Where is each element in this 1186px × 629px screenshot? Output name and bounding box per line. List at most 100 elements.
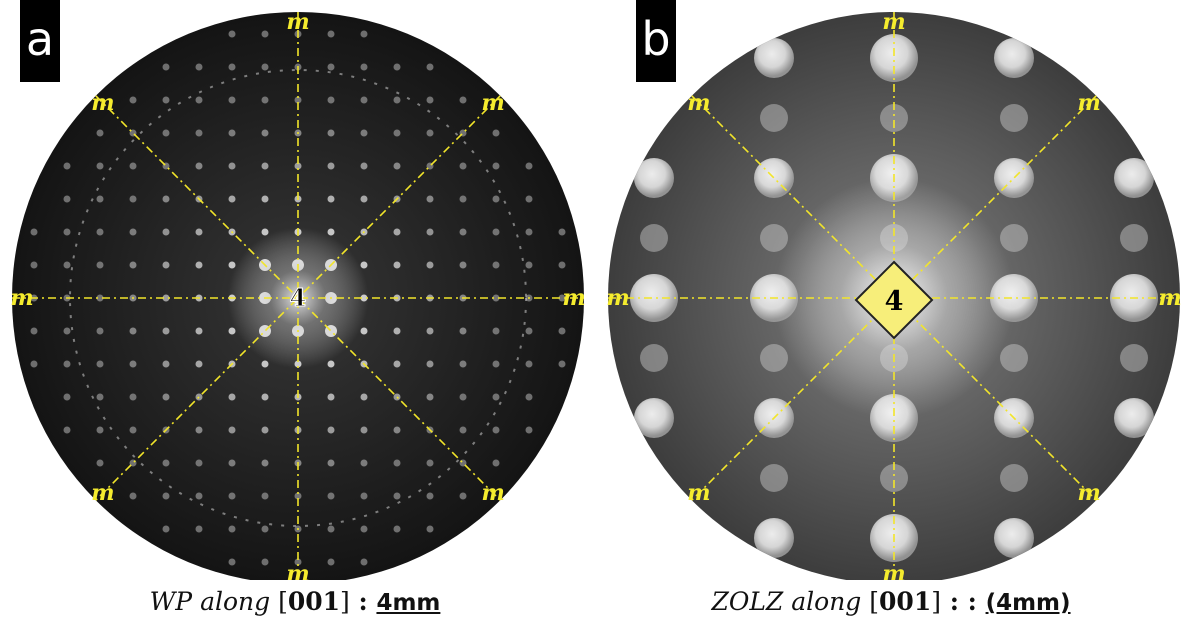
diffraction-disc — [994, 38, 1034, 78]
panel-b: m m m m m m m m 4 b ZOLZ along [001] : : (4mm) — [596, 0, 1186, 629]
diffraction-spot — [228, 30, 236, 38]
diffraction-spot — [558, 327, 566, 335]
diffraction-disc-faint — [760, 464, 788, 492]
diffraction-spot — [228, 261, 236, 269]
mirror-label: m — [1078, 480, 1101, 506]
diffraction-spot — [327, 195, 335, 203]
mirror-label: m — [1158, 285, 1181, 311]
diffraction-spot — [327, 30, 335, 38]
diffraction-spot — [96, 162, 104, 170]
caption-b-zone-axis: 001 — [879, 587, 932, 616]
diffraction-spot — [393, 525, 401, 533]
diffraction-disc — [754, 38, 794, 78]
diffraction-disc-faint — [1000, 104, 1028, 132]
diffraction-spot — [228, 162, 236, 170]
diffraction-spot — [360, 393, 368, 401]
diffraction-spot — [393, 63, 401, 71]
diffraction-spot — [327, 228, 335, 236]
diffraction-spot — [261, 459, 269, 467]
diffraction-spot — [492, 393, 500, 401]
diffraction-spot — [459, 492, 467, 500]
diffraction-spot — [426, 525, 434, 533]
diffraction-spot — [129, 195, 137, 203]
diffraction-disc — [870, 34, 918, 82]
diffraction-disc — [634, 398, 674, 438]
diffraction-spot — [492, 129, 500, 137]
diffraction-spot — [360, 426, 368, 434]
diffraction-spot — [360, 558, 368, 566]
diffraction-spot — [195, 492, 203, 500]
diffraction-spot — [327, 96, 335, 104]
caption-b-bracket-open: [ — [869, 587, 880, 616]
diffraction-spot — [525, 195, 533, 203]
diffraction-spot — [129, 492, 137, 500]
diffraction-spot — [261, 360, 269, 368]
diffraction-spot — [162, 393, 170, 401]
mirror-label: m — [286, 561, 309, 580]
diffraction-spot — [195, 261, 203, 269]
diffraction-spot — [162, 96, 170, 104]
diffraction-pattern-a: m m m m m m m m 4 — [10, 9, 586, 580]
caption-a-italic: WP along — [149, 587, 271, 616]
diffraction-spot — [195, 525, 203, 533]
diffraction-spot — [426, 261, 434, 269]
diffraction-spot — [63, 228, 71, 236]
diffraction-spot — [360, 459, 368, 467]
diffraction-spot — [96, 459, 104, 467]
mirror-line — [691, 95, 1097, 501]
diffraction-spots-a — [30, 30, 566, 566]
diffraction-spot — [63, 162, 71, 170]
diffraction-spot — [327, 426, 335, 434]
mirror-lines-a: m m m m m m m m — [10, 9, 586, 580]
diffraction-spot — [129, 426, 137, 434]
center-symbol-a: 4 — [290, 283, 307, 312]
diffraction-spot — [327, 459, 335, 467]
diffraction-spot — [459, 393, 467, 401]
diffraction-spot — [426, 459, 434, 467]
diffraction-spot — [261, 492, 269, 500]
diffraction-spot — [96, 426, 104, 434]
diffraction-spot — [96, 327, 104, 335]
diffraction-spot — [129, 327, 137, 335]
diffraction-disc — [994, 518, 1034, 558]
diffraction-spot — [525, 426, 533, 434]
diffraction-spot — [393, 492, 401, 500]
diffraction-spot — [96, 129, 104, 137]
diffraction-spot — [360, 195, 368, 203]
diffraction-disc-faint — [1120, 224, 1148, 252]
diffraction-spot — [63, 195, 71, 203]
diffraction-spot — [426, 63, 434, 71]
diffraction-spot — [525, 261, 533, 269]
diffraction-spot — [129, 228, 137, 236]
diffraction-spot — [96, 393, 104, 401]
mirror-label: m — [882, 561, 905, 580]
diffraction-spot — [129, 261, 137, 269]
diffraction-spot — [426, 393, 434, 401]
diffraction-spot — [327, 558, 335, 566]
diffraction-spot — [426, 492, 434, 500]
diffraction-spot — [162, 261, 170, 269]
mirror-label: m — [882, 9, 905, 35]
mirror-label: m — [687, 480, 710, 506]
mirror-lines-b: m m m m m m m m — [606, 9, 1182, 580]
diffraction-spot — [360, 63, 368, 71]
diffraction-spot — [162, 195, 170, 203]
diffraction-spot — [129, 162, 137, 170]
diffraction-spot — [195, 63, 203, 71]
diffraction-spot — [96, 261, 104, 269]
diffraction-spot — [162, 459, 170, 467]
diffraction-spot — [162, 228, 170, 236]
diffraction-spot — [459, 96, 467, 104]
caption-a-bracket-close: ] — [340, 587, 350, 616]
diffraction-spot — [360, 492, 368, 500]
diffraction-disc-faint — [1000, 464, 1028, 492]
mirror-label: m — [687, 90, 710, 116]
diffraction-spot — [195, 327, 203, 335]
caption-a-zone-axis: 001 — [287, 587, 341, 616]
diffraction-spot — [492, 459, 500, 467]
mirror-label: m — [482, 480, 505, 506]
diffraction-disc-faint — [640, 344, 668, 372]
diffraction-disc-faint — [760, 224, 788, 252]
diffraction-spot — [360, 30, 368, 38]
diffraction-spot — [327, 162, 335, 170]
